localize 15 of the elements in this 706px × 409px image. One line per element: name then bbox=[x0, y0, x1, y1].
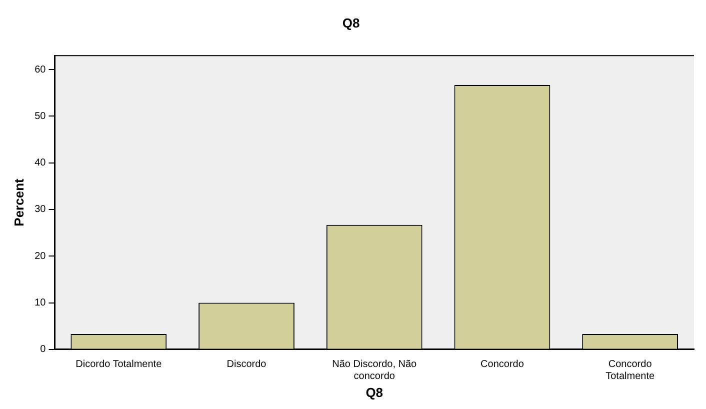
x-tick-label: Dicordo Totalmente bbox=[76, 359, 162, 370]
x-axis-title: Q8 bbox=[366, 384, 384, 400]
y-tick-label: 60 bbox=[34, 64, 46, 76]
y-tick-label: 50 bbox=[34, 110, 46, 122]
x-tick-label: Discordo bbox=[226, 359, 267, 370]
x-tick-label: Concordo bbox=[480, 359, 524, 370]
y-tick-label: 30 bbox=[34, 204, 46, 216]
y-tick-label: 0 bbox=[40, 344, 46, 356]
y-tick-label: 20 bbox=[34, 250, 46, 262]
y-tick-label: 40 bbox=[34, 158, 46, 169]
x-tick-label: Não Discordo, Não concordo bbox=[332, 359, 418, 382]
y-tick-label: 10 bbox=[34, 298, 46, 309]
x-tick-label: Concordo Totalmente bbox=[606, 359, 655, 382]
chart-title: Q8 bbox=[342, 15, 360, 30]
y-axis-title: Percent bbox=[11, 178, 26, 226]
